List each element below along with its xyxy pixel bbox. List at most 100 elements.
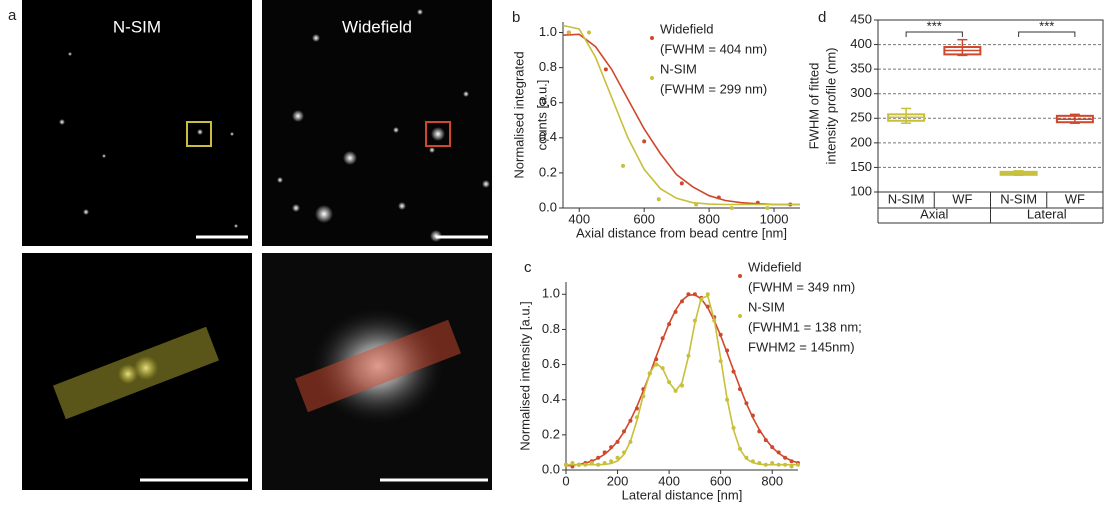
- data-point: [789, 464, 794, 469]
- data-point: [641, 394, 646, 399]
- data-point: [628, 439, 633, 444]
- data-point: [712, 318, 717, 323]
- panel-label: a: [8, 7, 17, 24]
- spot: [134, 356, 158, 380]
- spot: [118, 364, 138, 384]
- data-point: [699, 297, 704, 302]
- data-point: [716, 195, 721, 200]
- panel-label: c: [524, 259, 532, 276]
- image: [262, 0, 492, 246]
- data-point: [789, 459, 794, 464]
- y-tick-label: 1.0: [542, 286, 560, 301]
- y-tick-label: 450: [850, 11, 872, 26]
- legend-detail: (FWHM = 349 nm): [748, 279, 855, 294]
- y-tick-label: 400: [850, 36, 872, 51]
- y-tick-label: 300: [850, 85, 872, 100]
- y-tick-label: 0.6: [539, 94, 557, 109]
- data-point: [763, 462, 768, 467]
- spots: [59, 9, 490, 242]
- y-tick-label: 0.0: [539, 199, 557, 214]
- data-point: [589, 460, 594, 465]
- x-tick-label: WF: [1065, 191, 1085, 206]
- legend-detail: (FWHM = 299 nm): [660, 81, 767, 96]
- y-axis-label: FWHM of fitted: [806, 63, 821, 150]
- data-point: [686, 353, 691, 358]
- legend-detail: FWHM2 = 145nm): [748, 339, 855, 354]
- group-label: Lateral: [1027, 206, 1067, 221]
- data-point: [622, 429, 626, 434]
- x-tick-label: WF: [952, 191, 972, 206]
- panel-label: d: [818, 9, 826, 26]
- legend-label: N-SIM: [660, 61, 697, 76]
- x-tick-label: 200: [607, 473, 629, 488]
- profile-band: [52, 326, 220, 420]
- fit-line: [562, 33, 800, 206]
- data-point: [686, 292, 691, 297]
- significance-label: ***: [927, 18, 942, 33]
- legend-marker: [738, 314, 742, 318]
- data-point: [776, 462, 781, 467]
- data-point: [602, 460, 607, 465]
- x-tick-label: 400: [658, 473, 680, 488]
- y-tick-label: 350: [850, 61, 872, 76]
- data-point: [729, 206, 734, 210]
- data-point: [615, 455, 620, 460]
- data-point: [596, 462, 601, 467]
- x-tick-label: 400: [568, 211, 590, 226]
- data-point: [596, 455, 601, 460]
- data-point: [647, 371, 652, 376]
- data-point: [694, 202, 699, 207]
- y-tick-label: 0.2: [542, 426, 560, 441]
- data-point: [680, 383, 684, 388]
- data-point: [725, 397, 730, 402]
- significance-bracket: [905, 31, 963, 37]
- data-point: [783, 455, 788, 460]
- data-point: [654, 362, 659, 367]
- legend-label: N-SIM: [748, 299, 785, 314]
- data-point: [586, 30, 591, 35]
- x-axis-label: Lateral distance [nm]: [622, 487, 743, 502]
- group-label: Axial: [920, 206, 948, 221]
- panel-label: b: [512, 9, 520, 26]
- roi-box: [425, 121, 451, 147]
- image-panels: a N-SIM Widefield: [8, 0, 492, 490]
- data-point: [765, 206, 770, 210]
- data-point: [609, 459, 614, 464]
- data-point: [718, 332, 723, 337]
- data-point: [564, 462, 568, 467]
- legend-detail: (FWHM = 404 nm): [660, 41, 767, 56]
- data-point: [673, 388, 678, 393]
- y-axis-label: counts [a.u.]: [534, 80, 549, 151]
- data-point: [576, 462, 581, 467]
- data-point: [673, 309, 678, 314]
- data-point: [718, 359, 723, 364]
- image-title: Widefield: [342, 17, 412, 36]
- data-point: [738, 446, 742, 451]
- y-axis-label: Normalised integrated: [511, 51, 526, 178]
- x-tick-label: 800: [761, 473, 783, 488]
- x-tick-label: N-SIM: [888, 191, 925, 206]
- y-tick-label: 0.0: [542, 461, 560, 476]
- y-tick-label: 0.2: [539, 164, 557, 179]
- data-point: [621, 163, 626, 168]
- y-tick-label: 100: [850, 183, 872, 198]
- data-point: [615, 439, 620, 444]
- data-point: [660, 366, 665, 371]
- data-point: [628, 418, 633, 423]
- data-point: [656, 197, 661, 202]
- data-point: [750, 413, 755, 418]
- data-point: [642, 139, 647, 144]
- data-point: [654, 357, 659, 362]
- data-point: [622, 450, 626, 455]
- data-point: [570, 460, 575, 465]
- data-point: [679, 181, 684, 186]
- data-point: [660, 336, 665, 341]
- significance-bracket: [1018, 31, 1076, 37]
- data-point: [705, 304, 710, 309]
- legend-marker: [650, 76, 654, 80]
- image-title: N-SIM: [113, 17, 161, 36]
- data-point: [757, 460, 762, 465]
- data-point: [609, 445, 614, 450]
- x-tick-label: 1000: [760, 211, 789, 226]
